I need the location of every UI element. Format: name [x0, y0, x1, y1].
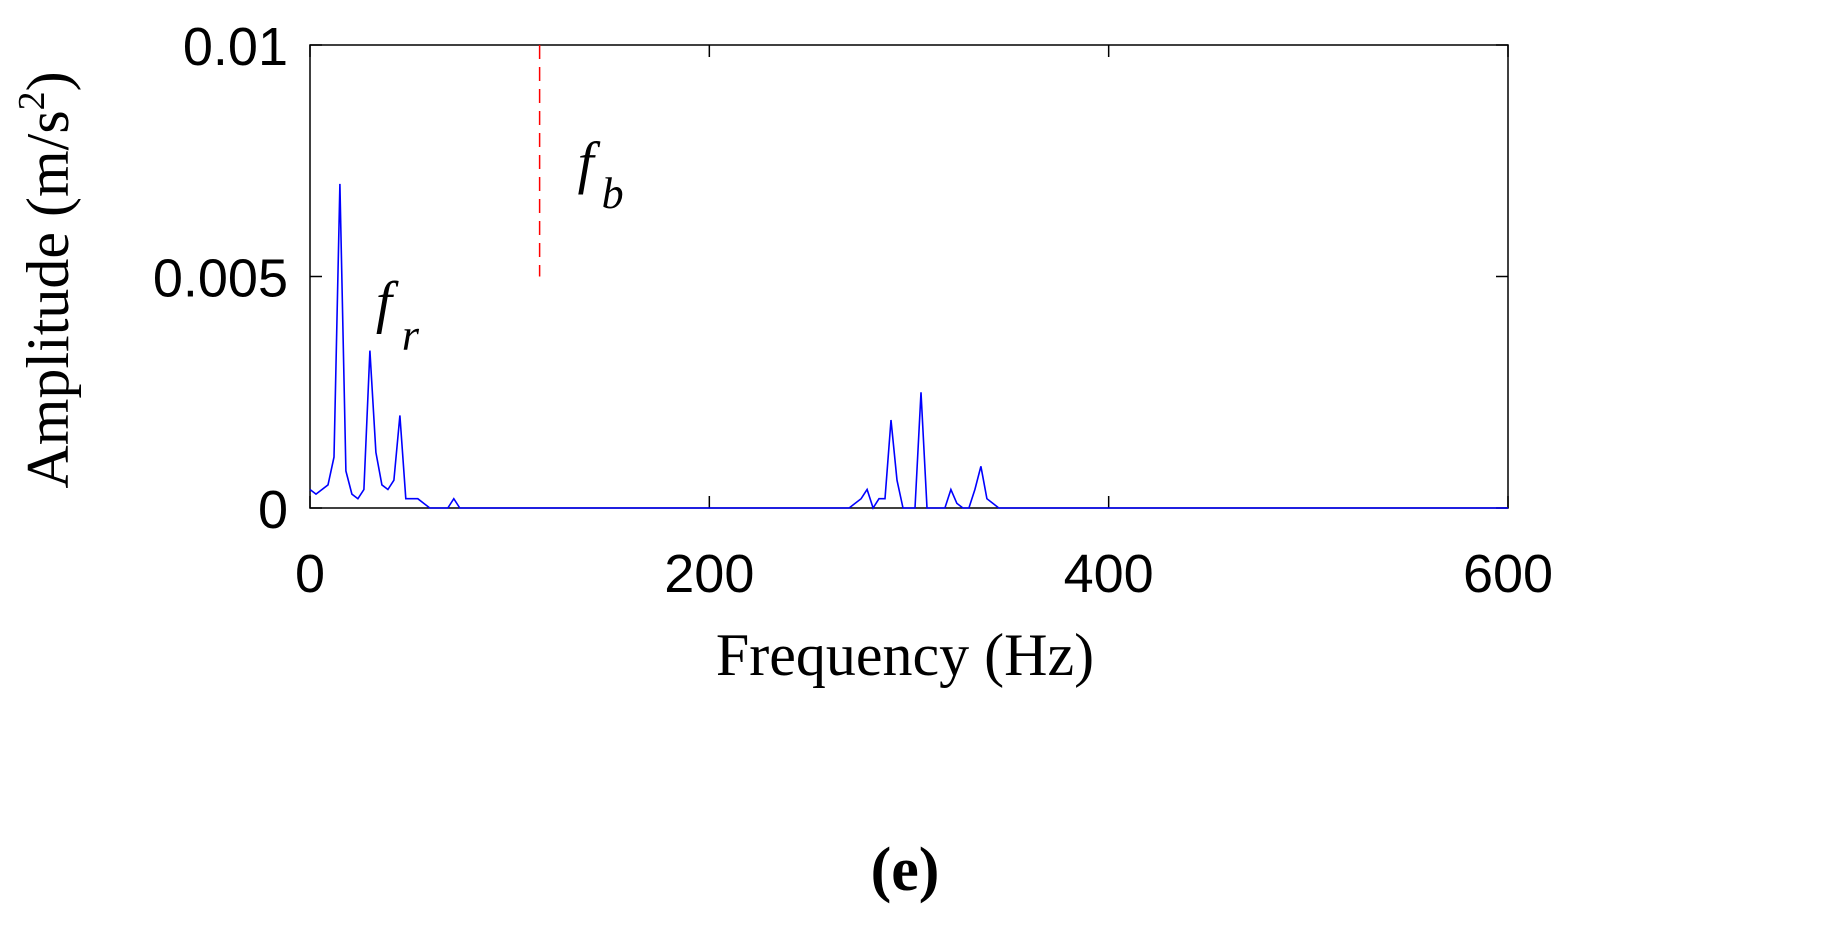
- y-axis-label-close: ): [15, 71, 81, 91]
- x-tick-label: 200: [664, 544, 754, 604]
- y-axis-label: Amplitude (m/s2): [11, 71, 81, 488]
- tick-labels: 0 200 400 600 0 0.005 0.01: [153, 17, 1553, 604]
- series-lines: [309, 183, 1508, 510]
- plot-area: [309, 44, 1509, 509]
- fb-label-sub: b: [602, 169, 624, 218]
- y-axis-label-text: Amplitude (m/s: [15, 110, 81, 488]
- fr-label-sub: r: [402, 311, 420, 360]
- x-tick-label: 600: [1463, 544, 1553, 604]
- annotations: fr: [376, 270, 420, 360]
- panel-label: (e): [871, 836, 940, 904]
- fb-label-main: f: [578, 130, 601, 195]
- x-tick-label: 400: [1064, 544, 1154, 604]
- spectrum-line: [309, 183, 1508, 510]
- y-tick-label: 0.005: [153, 249, 288, 309]
- plot-frame: [309, 44, 1509, 509]
- x-tick-label: 0: [295, 544, 325, 604]
- y-tick-label: 0: [258, 480, 288, 540]
- y-axis-label-superscript: 2: [11, 91, 53, 110]
- x-axis-label: Frequency (Hz): [716, 622, 1094, 688]
- y-tick-label: 0.01: [183, 17, 288, 77]
- fr-label-main: f: [376, 270, 399, 335]
- axis-ticks: [309, 44, 1509, 509]
